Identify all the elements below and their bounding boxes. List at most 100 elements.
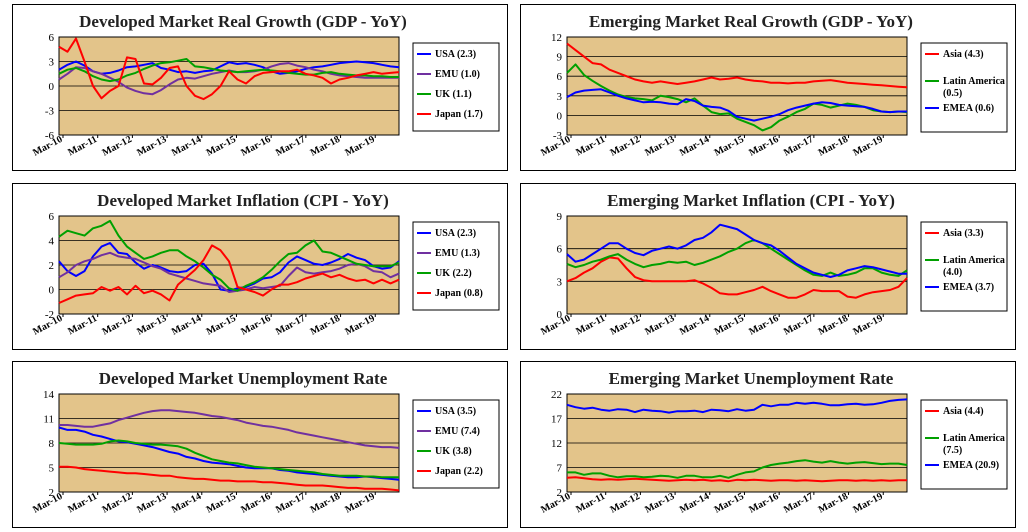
y-tick-label: 5 [49,463,55,475]
x-tick-label: Mar-14 [170,134,203,159]
x-tick-label: Mar-19 [343,491,376,516]
legend-label: Latin America (4.0) [943,255,1005,278]
legend-label: USA (3.5) [435,406,476,417]
x-tick-label: Mar-17 [274,134,307,159]
legend-box [920,42,1008,133]
x-tick-label: Mar-13 [135,491,168,516]
x-tick-label: Mar-13 [135,134,168,159]
x-tick-label: Mar-11 [574,313,607,337]
chart-panel-dm-real-growth: Developed Market Real Growth (GDP - YoY)… [12,4,508,171]
x-tick-label: Mar-17 [782,491,815,516]
x-tick-label: Mar-13 [135,313,168,338]
series-line-1 [567,459,908,479]
x-tick-label: Mar-12 [609,491,642,516]
series-line-2 [566,398,908,414]
x-tick-label: Mar-14 [170,313,203,338]
x-tick-label: Mar-11 [574,491,607,515]
x-tick-label: Mar-14 [678,134,711,159]
y-tick-label: 2 [49,487,55,499]
x-tick-label: Mar-16 [747,313,780,338]
plot-area [566,36,908,136]
legend-label: Japan (0.8) [435,288,483,299]
y-tick-label: 0 [557,309,563,321]
x-tick-label: Mar-19 [851,491,884,516]
chart-panel-em-unemployment: Emerging Market Unemployment Rate 22 17 12 7… [520,361,1016,528]
x-tick-label: Mar-13 [643,134,676,159]
legend-box [920,399,1008,490]
y-tick-label: 7 [557,463,563,475]
plot-area [566,215,908,315]
legend-label: Japan (2.2) [435,466,483,477]
legend-label: Asia (3.3) [943,228,984,239]
legend-label: EMU (7.4) [435,426,480,437]
series-line-2 [566,223,907,278]
x-tick-label: Mar-16 [239,491,272,516]
x-tick-label: Mar-11 [66,313,99,337]
legend-box [920,221,1008,312]
series-line-1 [566,239,908,277]
legend-label: UK (1.1) [435,89,472,100]
chart-title: Emerging Market Inflation (CPI - YoY) [607,191,895,210]
legend-label: EMEA (3.7) [943,282,994,293]
x-tick-label: Mar-19 [851,313,884,338]
legend-box [412,399,500,489]
x-tick-label: Mar-15 [205,313,238,338]
chart-svg: Emerging Market Unemployment Rate 22 17 12 7… [539,369,1008,516]
y-tick-label: 2 [49,260,55,272]
series-line-0 [566,42,908,89]
legend-label: Asia (4.3) [943,49,984,60]
y-tick-label: 3 [49,57,55,69]
legend-label: USA (2.3) [435,228,476,239]
x-tick-label: Mar-19 [343,313,376,338]
legend-label: EMU (1.3) [435,248,480,259]
x-tick-label: Mar-11 [66,134,99,158]
x-tick-label: Mar-15 [713,313,746,338]
chart-svg: Emerging Market Inflation (CPI - YoY) 9 6 3… [539,191,1008,338]
x-tick-label: Mar-18 [309,313,342,338]
y-tick-label: 3 [557,276,563,288]
y-tick-label: 6 [557,244,563,256]
chart-panel-dm-inflation: Developed Market Inflation (CPI - YoY) 6 4… [12,183,508,350]
series-line-2 [58,219,400,292]
legend-box [412,42,500,132]
chart-title: Emerging Market Real Growth (GDP - YoY) [589,12,913,31]
x-tick-label: Mar-16 [239,313,272,338]
x-tick-label: Mar-14 [678,313,711,338]
x-tick-label: Mar-18 [817,313,850,338]
y-tick-label: 4 [49,236,55,248]
x-tick-label: Mar-15 [205,491,238,516]
chart-title: Developed Market Real Growth (GDP - YoY) [79,12,407,31]
x-tick-label: Mar-18 [817,134,850,159]
y-tick-label: 0 [557,110,563,122]
y-tick-label: 6 [49,211,55,223]
x-tick-label: Mar-19 [343,134,376,159]
chart-title: Developed Market Inflation (CPI - YoY) [97,191,389,210]
chart-svg: Developed Market Real Growth (GDP - YoY)… [31,12,500,159]
y-tick-label: 6 [557,71,563,83]
legend-label: EMEA (20.9) [943,460,999,471]
chart-svg: Emerging Market Real Growth (GDP - YoY) 1… [539,12,1008,159]
y-tick-label: 8 [49,438,55,450]
y-tick-label: 0 [49,81,55,93]
series-line-2 [58,439,399,479]
x-tick-label: Mar-14 [170,491,203,516]
chart-panel-em-inflation: Emerging Market Inflation (CPI - YoY) 9 6 3… [520,183,1016,350]
x-tick-label: Mar-18 [817,491,850,516]
series-line-2 [566,88,907,122]
y-tick-label: 11 [43,414,54,426]
y-tick-label: 12 [551,32,562,44]
legend-label: UK (3.8) [435,446,472,457]
series-line-1 [566,63,908,132]
legend-label: EMEA (0.6) [943,103,994,114]
x-tick-label: Mar-12 [101,313,134,338]
y-tick-label: 12 [551,438,562,450]
y-tick-label: 6 [49,32,55,44]
y-tick-label: 22 [551,389,562,401]
series-line-0 [58,60,400,75]
legend-box [412,221,500,311]
x-tick-label: Mar-17 [782,134,815,159]
legend-label: UK (2.2) [435,268,472,279]
x-tick-label: Mar-17 [782,313,815,338]
y-tick-label: 9 [557,52,563,64]
